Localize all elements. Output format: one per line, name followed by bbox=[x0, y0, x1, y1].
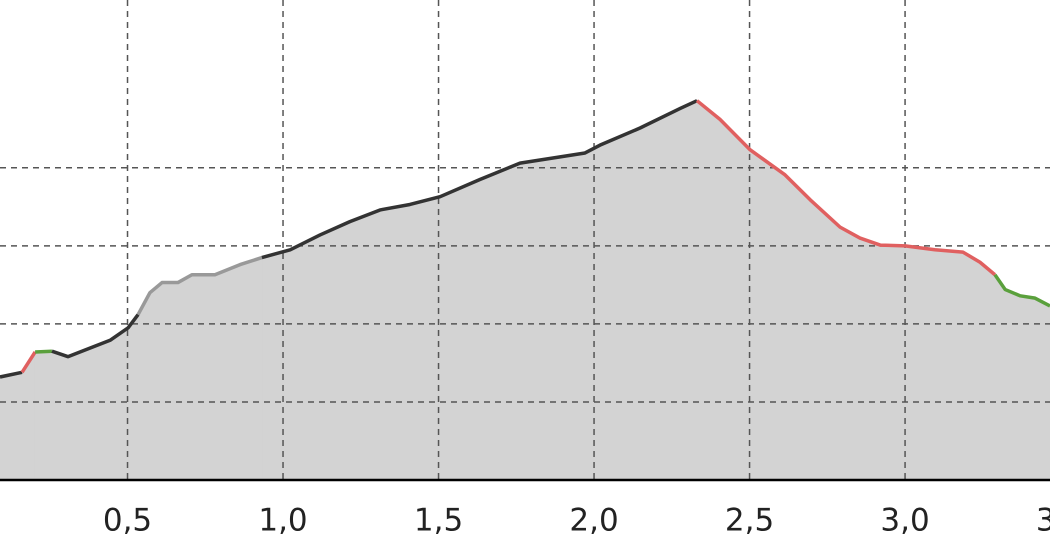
profile-line bbox=[51, 313, 140, 359]
profile-line bbox=[261, 99, 698, 260]
profile-line bbox=[695, 99, 997, 277]
area bbox=[0, 371, 23, 481]
x-tick-label: 2,0 bbox=[569, 503, 618, 539]
area bbox=[696, 99, 996, 481]
area bbox=[261, 99, 698, 481]
x-tick-label: 3,0 bbox=[880, 503, 929, 539]
x-tick-label: 2,5 bbox=[725, 503, 774, 539]
profile-line bbox=[0, 370, 23, 379]
profile-line bbox=[20, 351, 37, 374]
profile-line bbox=[35, 349, 53, 354]
x-tick-label: 1,5 bbox=[414, 503, 463, 539]
area bbox=[994, 273, 1050, 481]
area bbox=[34, 350, 53, 481]
profile-line bbox=[136, 255, 263, 316]
area bbox=[137, 256, 263, 481]
area bbox=[51, 313, 139, 481]
x-tick-label: 0,5 bbox=[103, 503, 152, 539]
profile-line bbox=[993, 273, 1050, 308]
x-tick-label: 1,0 bbox=[258, 503, 307, 539]
x-tick-label: 3,5 bbox=[1036, 503, 1050, 539]
